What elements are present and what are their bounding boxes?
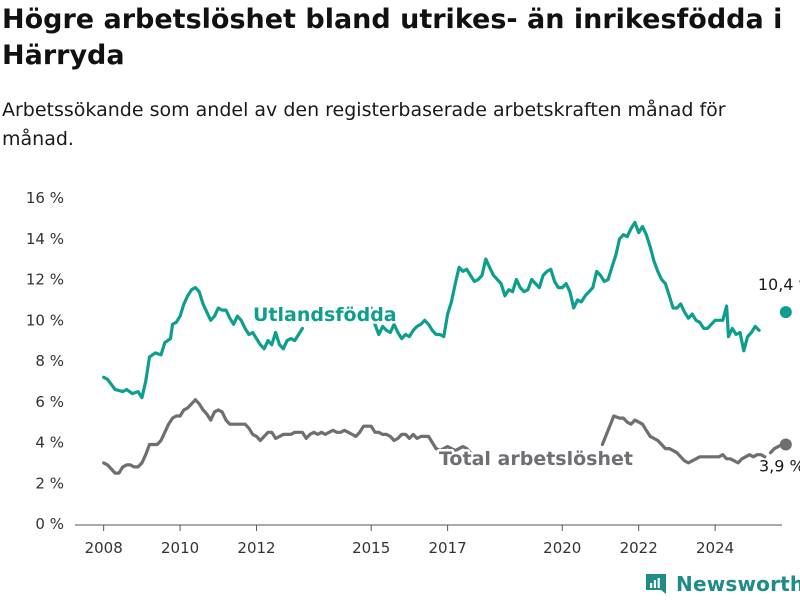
brand-logo: Newsworthy — [644, 568, 800, 600]
x-tick-label: 2010 — [161, 539, 199, 557]
series-line-total-arbetsloshet — [102, 398, 488, 475]
y-tick-label: 16 % — [26, 189, 64, 207]
x-tick-label: 2008 — [85, 539, 123, 557]
y-tick-label: 4 % — [35, 434, 64, 452]
end-label-total: 3,9 % — [759, 457, 800, 476]
y-tick-label: 14 % — [26, 230, 64, 248]
x-tick-label: 2017 — [429, 539, 467, 557]
series-label-total: Total arbetslöshet — [439, 448, 633, 470]
x-tick-label: 2015 — [352, 539, 390, 557]
y-tick-label: 10 % — [26, 311, 64, 329]
y-tick-label: 2 % — [35, 474, 64, 492]
end-label-utlandsfodda: 10,4 % — [758, 275, 800, 294]
chart-title: Högre arbetslöshet bland utrikes- än inr… — [2, 4, 783, 71]
series-line-total-arbetsloshet — [600, 414, 767, 465]
chart-subtitle: Arbetssökande som andel av den registerb… — [2, 99, 726, 150]
series-line-utlandsfodda — [102, 286, 304, 400]
end-point-utlandsfodda — [779, 306, 792, 319]
x-tick-label: 2022 — [620, 539, 658, 557]
y-tick-label: 12 % — [26, 271, 64, 289]
y-tick-label: 0 % — [35, 515, 64, 533]
x-tick-label: 2020 — [543, 539, 581, 557]
newsworthy-logo-icon — [646, 574, 666, 594]
end-point-total-arbetsloshet — [779, 438, 792, 451]
series-line-utlandsfodda — [369, 220, 761, 353]
y-tick-label: 8 % — [35, 352, 64, 370]
x-tick-label: 2012 — [237, 539, 275, 557]
y-tick-label: 6 % — [35, 393, 64, 411]
series-label-utlandsfodda: Utlandsfödda — [253, 304, 397, 326]
brand-name: Newsworthy — [676, 572, 800, 596]
x-tick-label: 2024 — [696, 539, 734, 557]
